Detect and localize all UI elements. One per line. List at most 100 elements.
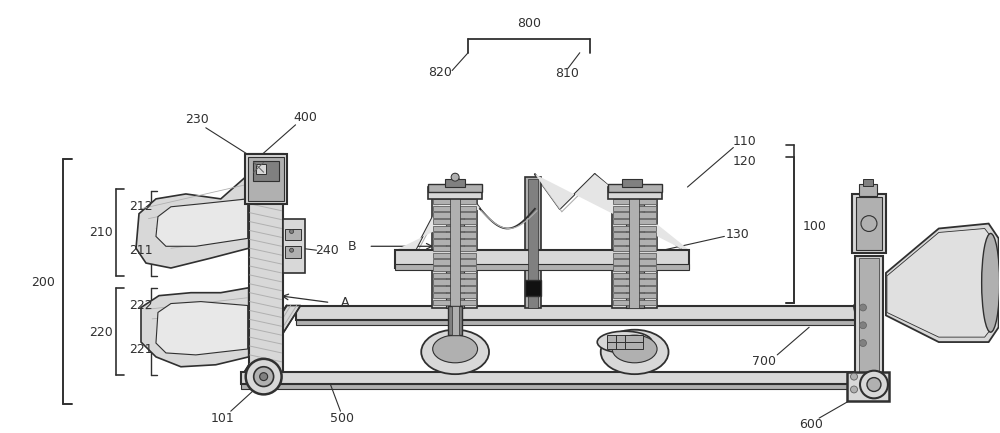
Bar	[613, 293, 656, 298]
Bar	[613, 259, 656, 265]
Bar	[433, 199, 476, 204]
Text: 700: 700	[752, 355, 776, 368]
Bar	[528, 179, 538, 307]
Bar	[448, 306, 462, 335]
Bar	[432, 194, 477, 307]
Bar	[622, 179, 642, 187]
Bar	[296, 320, 859, 325]
Bar	[285, 229, 301, 240]
Bar	[433, 226, 476, 231]
Bar	[613, 239, 656, 245]
Bar	[256, 164, 266, 174]
Text: 220: 220	[89, 326, 113, 339]
Polygon shape	[854, 306, 879, 372]
Bar	[863, 179, 873, 186]
Text: 130: 130	[725, 228, 749, 241]
Polygon shape	[156, 199, 248, 246]
Ellipse shape	[612, 335, 657, 363]
Bar	[613, 206, 656, 211]
Bar	[852, 194, 886, 253]
Bar	[395, 250, 689, 268]
Text: 210: 210	[89, 226, 113, 239]
Bar	[283, 219, 305, 273]
Text: 212: 212	[129, 200, 153, 213]
Bar	[613, 252, 656, 258]
Polygon shape	[156, 301, 248, 355]
Bar	[433, 219, 476, 224]
Bar	[613, 219, 656, 224]
Bar	[445, 179, 465, 187]
Ellipse shape	[421, 330, 489, 374]
Bar	[285, 246, 301, 258]
Text: 810: 810	[555, 67, 579, 80]
Ellipse shape	[597, 331, 652, 353]
Bar	[859, 258, 879, 373]
Text: 500: 500	[330, 412, 354, 425]
Bar	[433, 246, 476, 251]
Circle shape	[859, 339, 866, 346]
Bar	[450, 194, 460, 307]
Bar	[245, 155, 287, 204]
Text: 100: 100	[802, 220, 826, 233]
Bar	[248, 158, 284, 201]
Bar	[613, 212, 656, 218]
Text: 800: 800	[517, 16, 541, 29]
Circle shape	[290, 229, 294, 233]
Bar	[433, 286, 476, 291]
Text: 230: 230	[185, 113, 209, 126]
Ellipse shape	[433, 335, 478, 363]
Circle shape	[859, 304, 866, 311]
Bar	[859, 184, 877, 196]
Polygon shape	[886, 223, 999, 342]
Bar	[433, 212, 476, 218]
Bar	[433, 239, 476, 245]
Bar	[296, 306, 859, 320]
Bar	[433, 279, 476, 285]
Bar	[241, 372, 869, 384]
Text: 222: 222	[129, 299, 153, 312]
Circle shape	[260, 373, 268, 381]
Text: A: A	[341, 296, 350, 309]
Text: 600: 600	[799, 417, 823, 430]
Bar	[525, 177, 541, 307]
Bar	[613, 199, 656, 204]
Bar	[433, 300, 476, 305]
Bar	[395, 264, 689, 270]
Bar	[433, 273, 476, 278]
Bar	[428, 187, 482, 199]
Polygon shape	[535, 174, 689, 250]
Bar	[856, 197, 882, 250]
Polygon shape	[141, 288, 249, 367]
Text: 200: 200	[31, 276, 55, 289]
Circle shape	[451, 173, 459, 181]
Bar	[613, 266, 656, 271]
Bar	[433, 259, 476, 265]
Polygon shape	[395, 174, 480, 250]
Bar	[607, 335, 643, 349]
Bar	[249, 155, 283, 372]
Circle shape	[254, 367, 274, 387]
Bar	[855, 256, 883, 375]
Bar	[613, 226, 656, 231]
Text: 120: 120	[732, 155, 756, 168]
Bar	[608, 187, 662, 199]
Bar	[433, 252, 476, 258]
Bar	[253, 162, 279, 181]
Bar	[433, 233, 476, 238]
Text: 400: 400	[294, 111, 317, 124]
Bar	[452, 306, 459, 335]
Polygon shape	[136, 174, 249, 268]
Bar	[613, 300, 656, 305]
Bar	[446, 194, 464, 307]
Bar	[428, 184, 482, 192]
Text: 820: 820	[428, 66, 452, 79]
Circle shape	[860, 371, 888, 398]
Bar	[613, 246, 656, 251]
Text: 110: 110	[732, 135, 756, 148]
Circle shape	[290, 248, 294, 252]
Ellipse shape	[601, 330, 669, 374]
Bar	[629, 194, 639, 307]
Circle shape	[851, 373, 858, 380]
Bar	[847, 372, 889, 401]
Circle shape	[246, 359, 282, 394]
